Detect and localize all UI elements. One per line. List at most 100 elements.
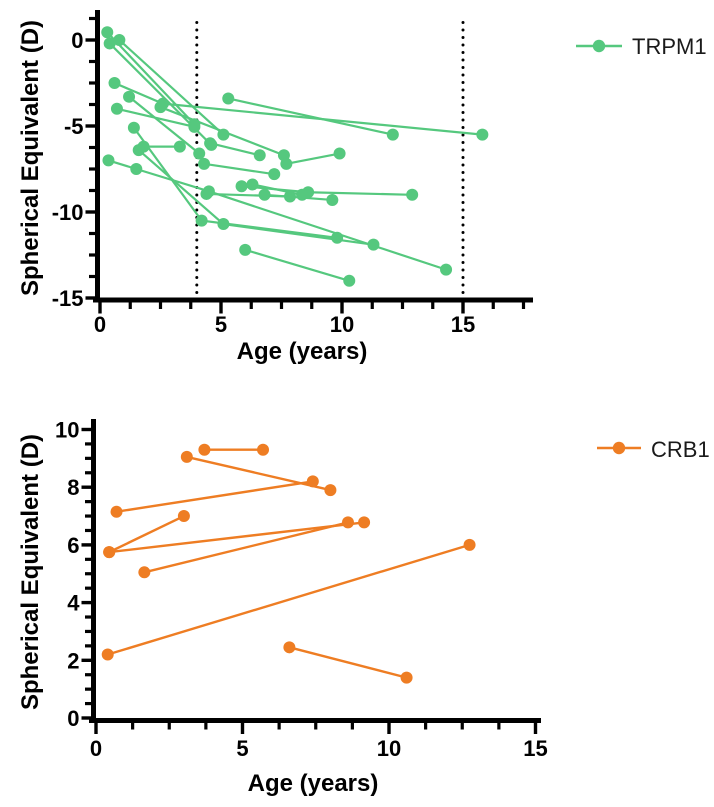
data-point	[138, 566, 151, 579]
data-point	[341, 516, 354, 529]
legend-label: TRPM1	[632, 34, 707, 59]
y-tick-label: 6	[67, 533, 79, 558]
data-point	[331, 231, 344, 244]
crb1-chart: 0 5 10 15 0 2 4 6 8 10 Age (years) Spherical Equiva…	[17, 418, 710, 798]
crb1-track-3	[144, 521, 349, 574]
x-tick-label: 0	[90, 736, 102, 761]
data-point	[367, 238, 380, 251]
x-tick-label: 5	[236, 736, 248, 761]
data-point	[113, 34, 126, 46]
data-point	[200, 187, 213, 200]
data-point	[440, 263, 453, 276]
legend-marker-dot	[592, 39, 606, 53]
y-tick-label: 10	[55, 418, 79, 443]
data-point	[130, 163, 143, 175]
y-tick-label: -10	[52, 200, 84, 225]
data-point	[193, 147, 206, 160]
data-point	[253, 149, 266, 162]
trpm1-track-4	[114, 81, 483, 136]
data-point	[102, 154, 115, 167]
data-point	[173, 140, 186, 153]
data-point	[101, 648, 114, 661]
data-point	[283, 641, 296, 654]
crb1-track-1	[108, 514, 185, 554]
data-point	[333, 147, 346, 160]
trpm1-track-7	[116, 107, 195, 128]
data-point	[239, 243, 252, 256]
data-point	[195, 214, 208, 227]
data-point	[235, 180, 248, 193]
data-point	[180, 450, 193, 463]
trpm1-track-6	[128, 95, 200, 155]
trpm1-track-5	[228, 97, 394, 136]
data-point	[296, 188, 309, 201]
x-axis-title: Age (years)	[237, 338, 368, 365]
data-point	[324, 484, 337, 497]
data-point	[463, 538, 476, 551]
data-point	[198, 157, 211, 170]
y-tick-label: 2	[67, 648, 79, 673]
x-tick-label: 15	[523, 736, 547, 761]
legend-trpm1: TRPM1	[576, 34, 707, 59]
data-point	[110, 505, 123, 518]
x-tick-label: 10	[377, 736, 401, 761]
trpm1-track-14	[132, 127, 338, 239]
data-point	[326, 193, 339, 206]
trpm1-track-10	[286, 152, 340, 165]
trpm1-track-11	[203, 162, 275, 176]
trpm1-track-20	[244, 248, 350, 282]
y-tick-label: 4	[67, 591, 80, 616]
y-tick-label: 8	[67, 475, 79, 500]
x-axis-title: Age (years)	[248, 770, 379, 797]
data-point	[386, 128, 399, 141]
legend-label: CRB1	[651, 437, 710, 462]
data-point	[406, 188, 419, 201]
data-point	[268, 168, 281, 181]
data-point	[123, 90, 136, 103]
y-axis-title: Spherical Equivalent (D)	[17, 20, 44, 296]
y-tick-label: -15	[52, 286, 84, 311]
data-point	[154, 101, 167, 114]
data-point	[177, 510, 190, 523]
data-point	[217, 128, 230, 141]
trpm1-track-3	[118, 39, 225, 136]
crb1-track-4	[116, 480, 314, 513]
crb1-track-5	[186, 455, 331, 492]
data-point	[103, 37, 116, 50]
data-point	[132, 144, 145, 157]
y-tick-label: 0	[67, 706, 79, 731]
crb1-track-7	[107, 543, 470, 656]
trpm1-track-9	[209, 142, 260, 157]
data-point	[101, 26, 114, 39]
trpm1-chart: 0 5 10 15 0 -5 -10 -15 Age (years) Spherical Equi…	[17, 10, 707, 365]
data-point	[257, 443, 270, 456]
data-point	[306, 475, 319, 488]
data-point	[222, 92, 235, 105]
data-point	[198, 443, 211, 456]
x-tick-label: 10	[330, 312, 354, 337]
crb1-track-2	[109, 521, 365, 554]
data-point	[204, 137, 217, 150]
data-point	[246, 178, 259, 191]
data-point	[108, 77, 121, 89]
data-point	[358, 516, 371, 529]
data-point	[188, 120, 201, 133]
y-axis-title: Spherical Equivalent (D)	[17, 434, 44, 710]
crb1-track-8	[289, 646, 407, 679]
y-tick-label: 0	[71, 28, 83, 53]
x-tick-label: 15	[451, 312, 475, 337]
data-point	[217, 218, 230, 231]
data-point	[258, 188, 271, 201]
x-tick-label: 5	[215, 312, 227, 337]
trpm1-track-15	[137, 149, 374, 246]
data-point	[476, 128, 489, 141]
data-point	[400, 671, 413, 684]
data-point	[110, 102, 123, 115]
trpm1-track-1	[106, 31, 196, 126]
data-point	[127, 121, 140, 134]
data-point	[283, 190, 296, 203]
x-tick-label: 0	[94, 312, 106, 337]
legend-crb1: CRB1	[597, 437, 710, 462]
y-tick-label: -5	[64, 114, 84, 139]
